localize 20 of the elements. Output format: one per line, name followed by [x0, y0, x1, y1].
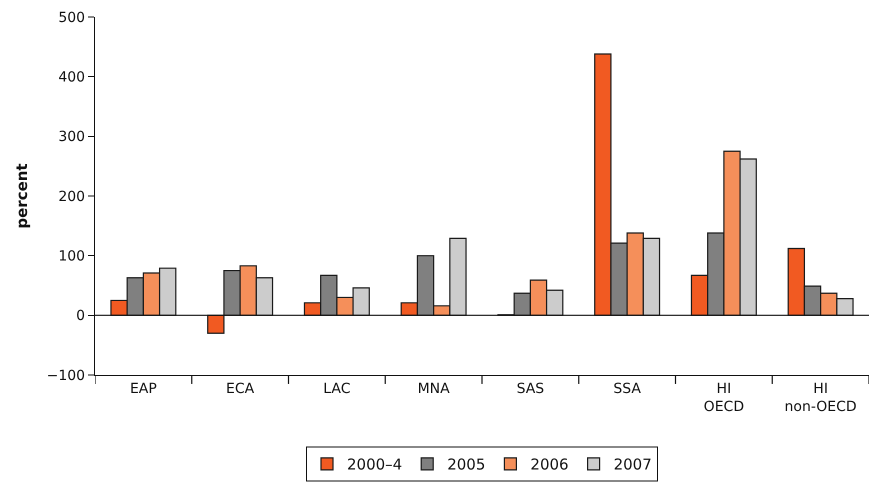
- x-tick-label: HI OECD: [704, 380, 744, 416]
- legend-label: 2007: [614, 456, 652, 474]
- y-tick-label: 0: [76, 308, 86, 324]
- y-tick-label: 200: [58, 188, 86, 205]
- x-tick-label: EAP: [130, 380, 157, 397]
- x-tick-label: SSA: [613, 380, 642, 397]
- legend-label: 2006: [530, 456, 569, 474]
- y-tick-label: 400: [58, 70, 86, 86]
- x-tick-label: HI non-OECD: [784, 380, 857, 416]
- legend-label: 2000–4: [347, 456, 402, 474]
- y-tick-label: 300: [58, 129, 86, 146]
- y-tick-label: −100: [46, 368, 86, 384]
- x-tick-label: ECA: [226, 380, 255, 397]
- legend-label: 2005: [447, 456, 486, 474]
- y-tick-label: 500: [58, 10, 86, 26]
- y-axis-title: percent: [12, 163, 31, 229]
- x-tick-label: LAC: [323, 380, 351, 397]
- x-tick-label: SAS: [516, 380, 544, 397]
- x-tick-label: MNA: [418, 380, 450, 397]
- y-tick-label: 100: [58, 248, 86, 265]
